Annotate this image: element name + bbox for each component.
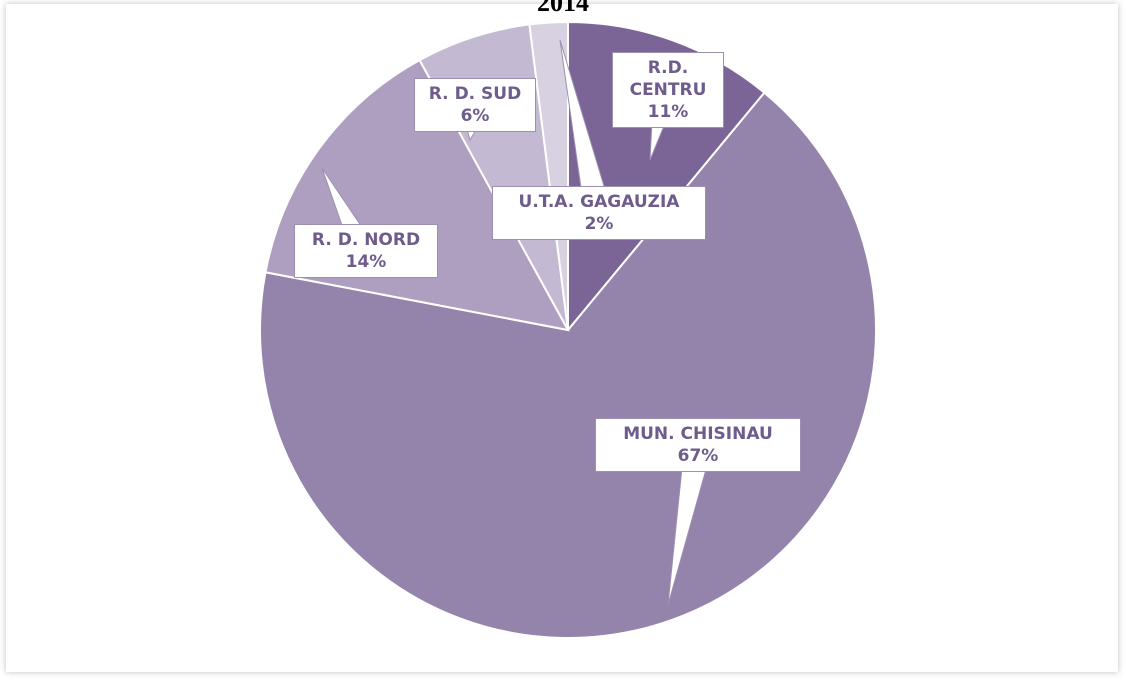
pie-slice	[259, 91, 877, 639]
label-text: MUN. CHISINAU	[623, 424, 773, 444]
label-text: 67%	[677, 446, 719, 466]
data-label: MUN. CHISINAU 67%	[595, 418, 801, 472]
chart-title: 2014	[537, 0, 589, 17]
label-text: 11%	[647, 102, 689, 122]
data-label: U.T.A. GAGAUZIA 2%	[492, 186, 706, 240]
label-text: 6%	[460, 106, 490, 126]
label-text: R. D. SUD	[428, 84, 522, 104]
data-label: R.D. CENTRU 11%	[612, 52, 724, 128]
label-text: U.T.A. GAGAUZIA	[518, 192, 680, 212]
label-text: R. D. NORD	[311, 230, 421, 250]
pie-slice	[528, 20, 569, 331]
data-label: R. D. NORD 14%	[294, 224, 438, 278]
data-label: R. D. SUD 6%	[414, 78, 536, 132]
label-text: R.D. CENTRU	[629, 58, 707, 100]
label-text: 2%	[584, 214, 614, 234]
label-text: 14%	[345, 252, 387, 272]
